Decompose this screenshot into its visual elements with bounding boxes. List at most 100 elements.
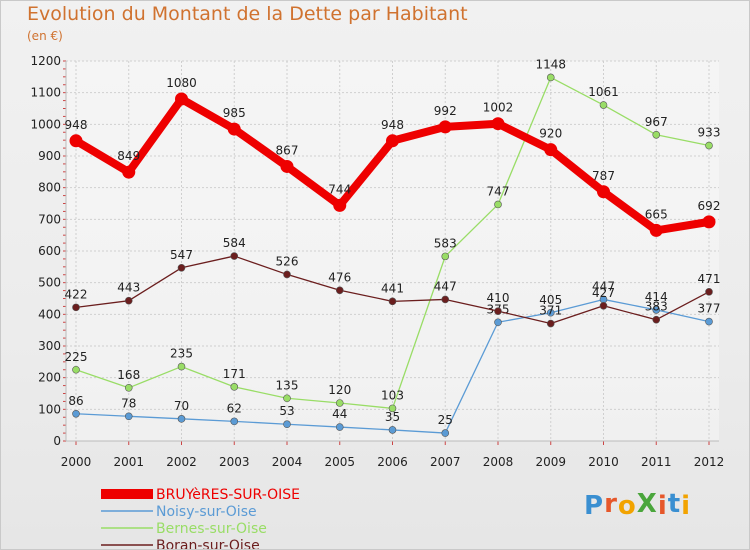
data-point-noisy-sur-oise	[705, 317, 713, 326]
data-point-noisy-sur-oise	[177, 415, 186, 423]
data-point-noisy-sur-oise	[652, 306, 661, 314]
data-label-boran-sur-oise: 410	[487, 291, 510, 305]
data-label-bruy-res-sur-oise: 1080	[166, 76, 197, 90]
data-label-bruy-res-sur-oise: 744	[328, 182, 351, 196]
x-tick-label: 2011	[641, 455, 672, 469]
proxiti-logo: ProXiti	[584, 489, 692, 521]
data-label-bernes-sur-oise: 120	[328, 383, 351, 397]
data-point-bernes-sur-oise	[388, 404, 397, 413]
data-label-boran-sur-oise: 443	[117, 281, 140, 295]
brand-letter: o	[617, 491, 637, 521]
data-point-bernes-sur-oise	[441, 252, 450, 261]
x-tick-label: 2004	[272, 455, 303, 469]
x-tick-label: 2005	[324, 455, 355, 469]
x-tick-label: 2012	[694, 455, 725, 469]
data-label-bruy-res-sur-oise: 1002	[483, 101, 514, 115]
data-point-noisy-sur-oise	[494, 318, 502, 327]
data-point-noisy-sur-oise	[546, 308, 555, 317]
data-label-bernes-sur-oise: 967	[645, 115, 668, 129]
data-point-bernes-sur-oise	[230, 383, 239, 391]
data-label-bernes-sur-oise: 1148	[535, 57, 566, 71]
legend-label-noisy-sur-oise: Noisy-sur-Oise	[156, 504, 257, 520]
data-point-boran-sur-oise	[335, 286, 344, 295]
data-point-bernes-sur-oise	[177, 362, 186, 371]
data-label-bernes-sur-oise: 235	[170, 347, 193, 361]
data-point-noisy-sur-oise	[388, 426, 397, 434]
chart-title: Evolution du Montant de la Dette par Hab…	[27, 3, 468, 25]
data-label-boran-sur-oise: 441	[381, 281, 404, 295]
data-label-noisy-sur-oise: 62	[227, 401, 242, 415]
data-point-noisy-sur-oise	[283, 420, 291, 429]
data-label-noisy-sur-oise: 86	[68, 394, 83, 408]
brand-letter: P	[584, 491, 605, 521]
data-label-bernes-sur-oise: 933	[698, 126, 721, 140]
data-point-noisy-sur-oise	[72, 409, 80, 418]
data-point-bernes-sur-oise	[335, 399, 344, 407]
data-label-bernes-sur-oise: 1061	[588, 85, 619, 99]
chart-subtitle: (en €)	[27, 29, 63, 43]
x-tick-label: 2000	[61, 455, 92, 469]
x-tick-label: 2003	[219, 455, 250, 469]
data-point-boran-sur-oise	[124, 296, 133, 305]
brand-letter: t	[667, 489, 682, 519]
brand-letter: i	[657, 491, 668, 521]
x-tick-label: 2007	[430, 455, 461, 469]
legend-label-bernes-sur-oise: Bernes-sur-Oise	[156, 521, 267, 537]
data-label-boran-sur-oise: 383	[645, 300, 668, 314]
data-point-boran-sur-oise	[177, 263, 186, 272]
brand-letter: r	[604, 489, 618, 519]
brand-letter: i	[681, 491, 692, 521]
brand-letter: X	[636, 489, 658, 519]
data-label-boran-sur-oise: 526	[276, 254, 299, 268]
data-label-boran-sur-oise: 447	[434, 279, 457, 293]
y-tick-label: 300	[38, 339, 61, 353]
data-point-bernes-sur-oise	[652, 130, 661, 139]
data-point-bruy-res-sur-oise	[69, 134, 83, 148]
data-point-boran-sur-oise	[494, 307, 502, 315]
data-label-bruy-res-sur-oise: 948	[381, 118, 404, 132]
y-tick-label: 1200	[30, 54, 61, 68]
data-point-bruy-res-sur-oise	[280, 159, 294, 173]
y-tick-label: 1100	[30, 86, 61, 100]
x-tick-label: 2002	[166, 455, 197, 469]
data-label-boran-sur-oise: 547	[170, 248, 193, 262]
data-label-noisy-sur-oise: 377	[698, 302, 721, 316]
data-point-boran-sur-oise	[441, 295, 450, 304]
data-point-boran-sur-oise	[230, 252, 239, 260]
data-point-boran-sur-oise	[599, 301, 608, 310]
x-tick-label: 2010	[588, 455, 619, 469]
data-point-bernes-sur-oise	[283, 394, 291, 403]
data-label-bernes-sur-oise: 171	[223, 367, 246, 381]
data-label-noisy-sur-oise: 405	[539, 293, 562, 307]
data-label-noisy-sur-oise: 414	[645, 290, 668, 304]
data-point-bruy-res-sur-oise	[702, 215, 716, 229]
data-label-noisy-sur-oise: 70	[174, 399, 189, 413]
x-tick-label: 2001	[113, 455, 144, 469]
data-label-bruy-res-sur-oise: 665	[645, 207, 668, 221]
data-label-bruy-res-sur-oise: 787	[592, 169, 615, 183]
data-point-boran-sur-oise	[388, 297, 397, 306]
data-point-bruy-res-sur-oise	[122, 165, 136, 179]
y-tick-label: 600	[38, 244, 61, 258]
y-tick-label: 0	[53, 434, 61, 448]
data-point-boran-sur-oise	[72, 303, 80, 312]
x-tick-label: 2006	[377, 455, 408, 469]
data-point-bernes-sur-oise	[494, 200, 502, 209]
data-label-boran-sur-oise: 371	[539, 304, 562, 318]
data-label-noisy-sur-oise: 78	[121, 396, 136, 410]
data-label-noisy-sur-oise: 25	[438, 413, 453, 427]
data-point-boran-sur-oise	[546, 319, 555, 328]
data-label-noisy-sur-oise: 44	[332, 407, 347, 421]
data-point-bruy-res-sur-oise	[333, 198, 347, 212]
data-label-boran-sur-oise: 427	[592, 286, 615, 300]
data-point-bernes-sur-oise	[705, 141, 713, 150]
data-label-boran-sur-oise: 476	[328, 270, 351, 284]
legend-label-bruy-res-sur-oise: BRUYèRES-SUR-OISE	[156, 487, 300, 503]
data-point-bruy-res-sur-oise	[175, 92, 188, 106]
data-label-bernes-sur-oise: 135	[276, 378, 299, 392]
data-label-bruy-res-sur-oise: 867	[276, 143, 299, 157]
y-tick-label: 400	[38, 307, 61, 321]
data-point-bruy-res-sur-oise	[227, 122, 241, 136]
